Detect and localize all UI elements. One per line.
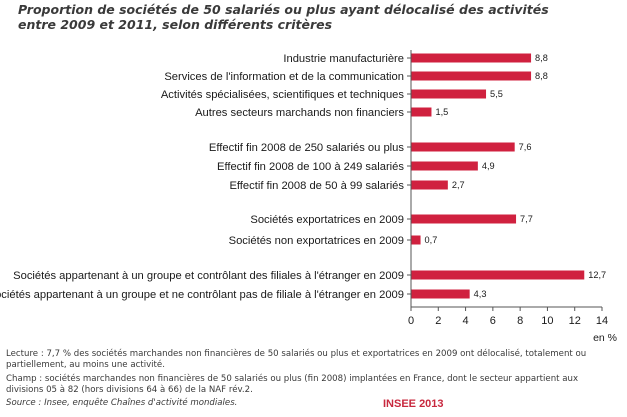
- category-label: Autres secteurs marchands non financiers: [195, 107, 404, 119]
- data-label: 8,8: [535, 53, 548, 63]
- bar-chart: Industrie manufacturière 8,8 Services de l…: [0, 50, 617, 344]
- x-tick-label: 14: [596, 315, 608, 327]
- bar: [411, 71, 532, 81]
- category-label: Services de l'information et de la commu…: [164, 71, 404, 83]
- bar: [411, 214, 517, 224]
- credit-label: INSEE 2013: [383, 398, 444, 410]
- x-tick-label: 12: [569, 315, 581, 327]
- x-tick-label: 6: [490, 315, 496, 327]
- x-tick-label: 0: [408, 315, 414, 327]
- category-label: Effectif fin 2008 de 250 salariés ou plu…: [209, 142, 404, 154]
- bar: [411, 142, 515, 152]
- data-label: 7,7: [520, 214, 533, 224]
- data-label: 7,6: [519, 142, 532, 152]
- data-label: 5,5: [490, 89, 503, 99]
- category-label: Sociétés non exportatrices en 2009: [229, 235, 404, 247]
- x-tick-label: 10: [541, 315, 553, 327]
- x-tick-label: 8: [517, 315, 523, 327]
- reading-note: Lecture : 7,7 % des sociétés marchandes …: [6, 349, 587, 370]
- bar: [411, 53, 532, 63]
- bar: [411, 289, 470, 299]
- category-label: Industrie manufacturière: [283, 53, 404, 65]
- category-label: Sociétés appartenant à un groupe et cont…: [13, 270, 404, 282]
- chart-title: Proportion de sociétés de 50 salariés ou…: [18, 2, 618, 32]
- bar: [411, 89, 487, 99]
- category-label: Sociétés exportatrices en 2009: [250, 214, 404, 226]
- chart-title-line-1: Proportion de sociétés de 50 salariés ou…: [18, 2, 549, 17]
- x-tick-label: 4: [463, 315, 469, 327]
- category-label: Effectif fin 2008 de 100 à 249 salariés: [217, 161, 404, 173]
- scope-note: Champ : sociétés marchandes non financiè…: [6, 374, 579, 395]
- bar: [411, 270, 585, 280]
- chart-title-line-2: entre 2009 et 2011, selon différents cri…: [18, 17, 333, 32]
- category-label: Activités spécialisées, scientifiques et…: [161, 89, 405, 101]
- data-label: 4,9: [482, 161, 495, 171]
- category-label: Sociétés appartenant à un groupe et ne c…: [0, 289, 404, 301]
- category-label: Effectif fin 2008 de 50 à 99 salariés: [229, 180, 404, 192]
- data-label: 0,7: [425, 235, 438, 245]
- bar: [411, 235, 421, 245]
- source-note: Source : Insee, enquête Chaînes d'activi…: [6, 398, 238, 408]
- data-label: 12,7: [588, 270, 606, 280]
- bar: [411, 180, 448, 190]
- data-label: 4,3: [474, 289, 487, 299]
- unit-label: en %: [593, 332, 617, 344]
- bar: [411, 161, 478, 171]
- data-label: 1,5: [435, 107, 448, 117]
- data-label: 8,8: [535, 71, 548, 81]
- x-tick-label: 2: [435, 315, 441, 327]
- bar: [411, 107, 432, 117]
- data-label: 2,7: [452, 180, 465, 190]
